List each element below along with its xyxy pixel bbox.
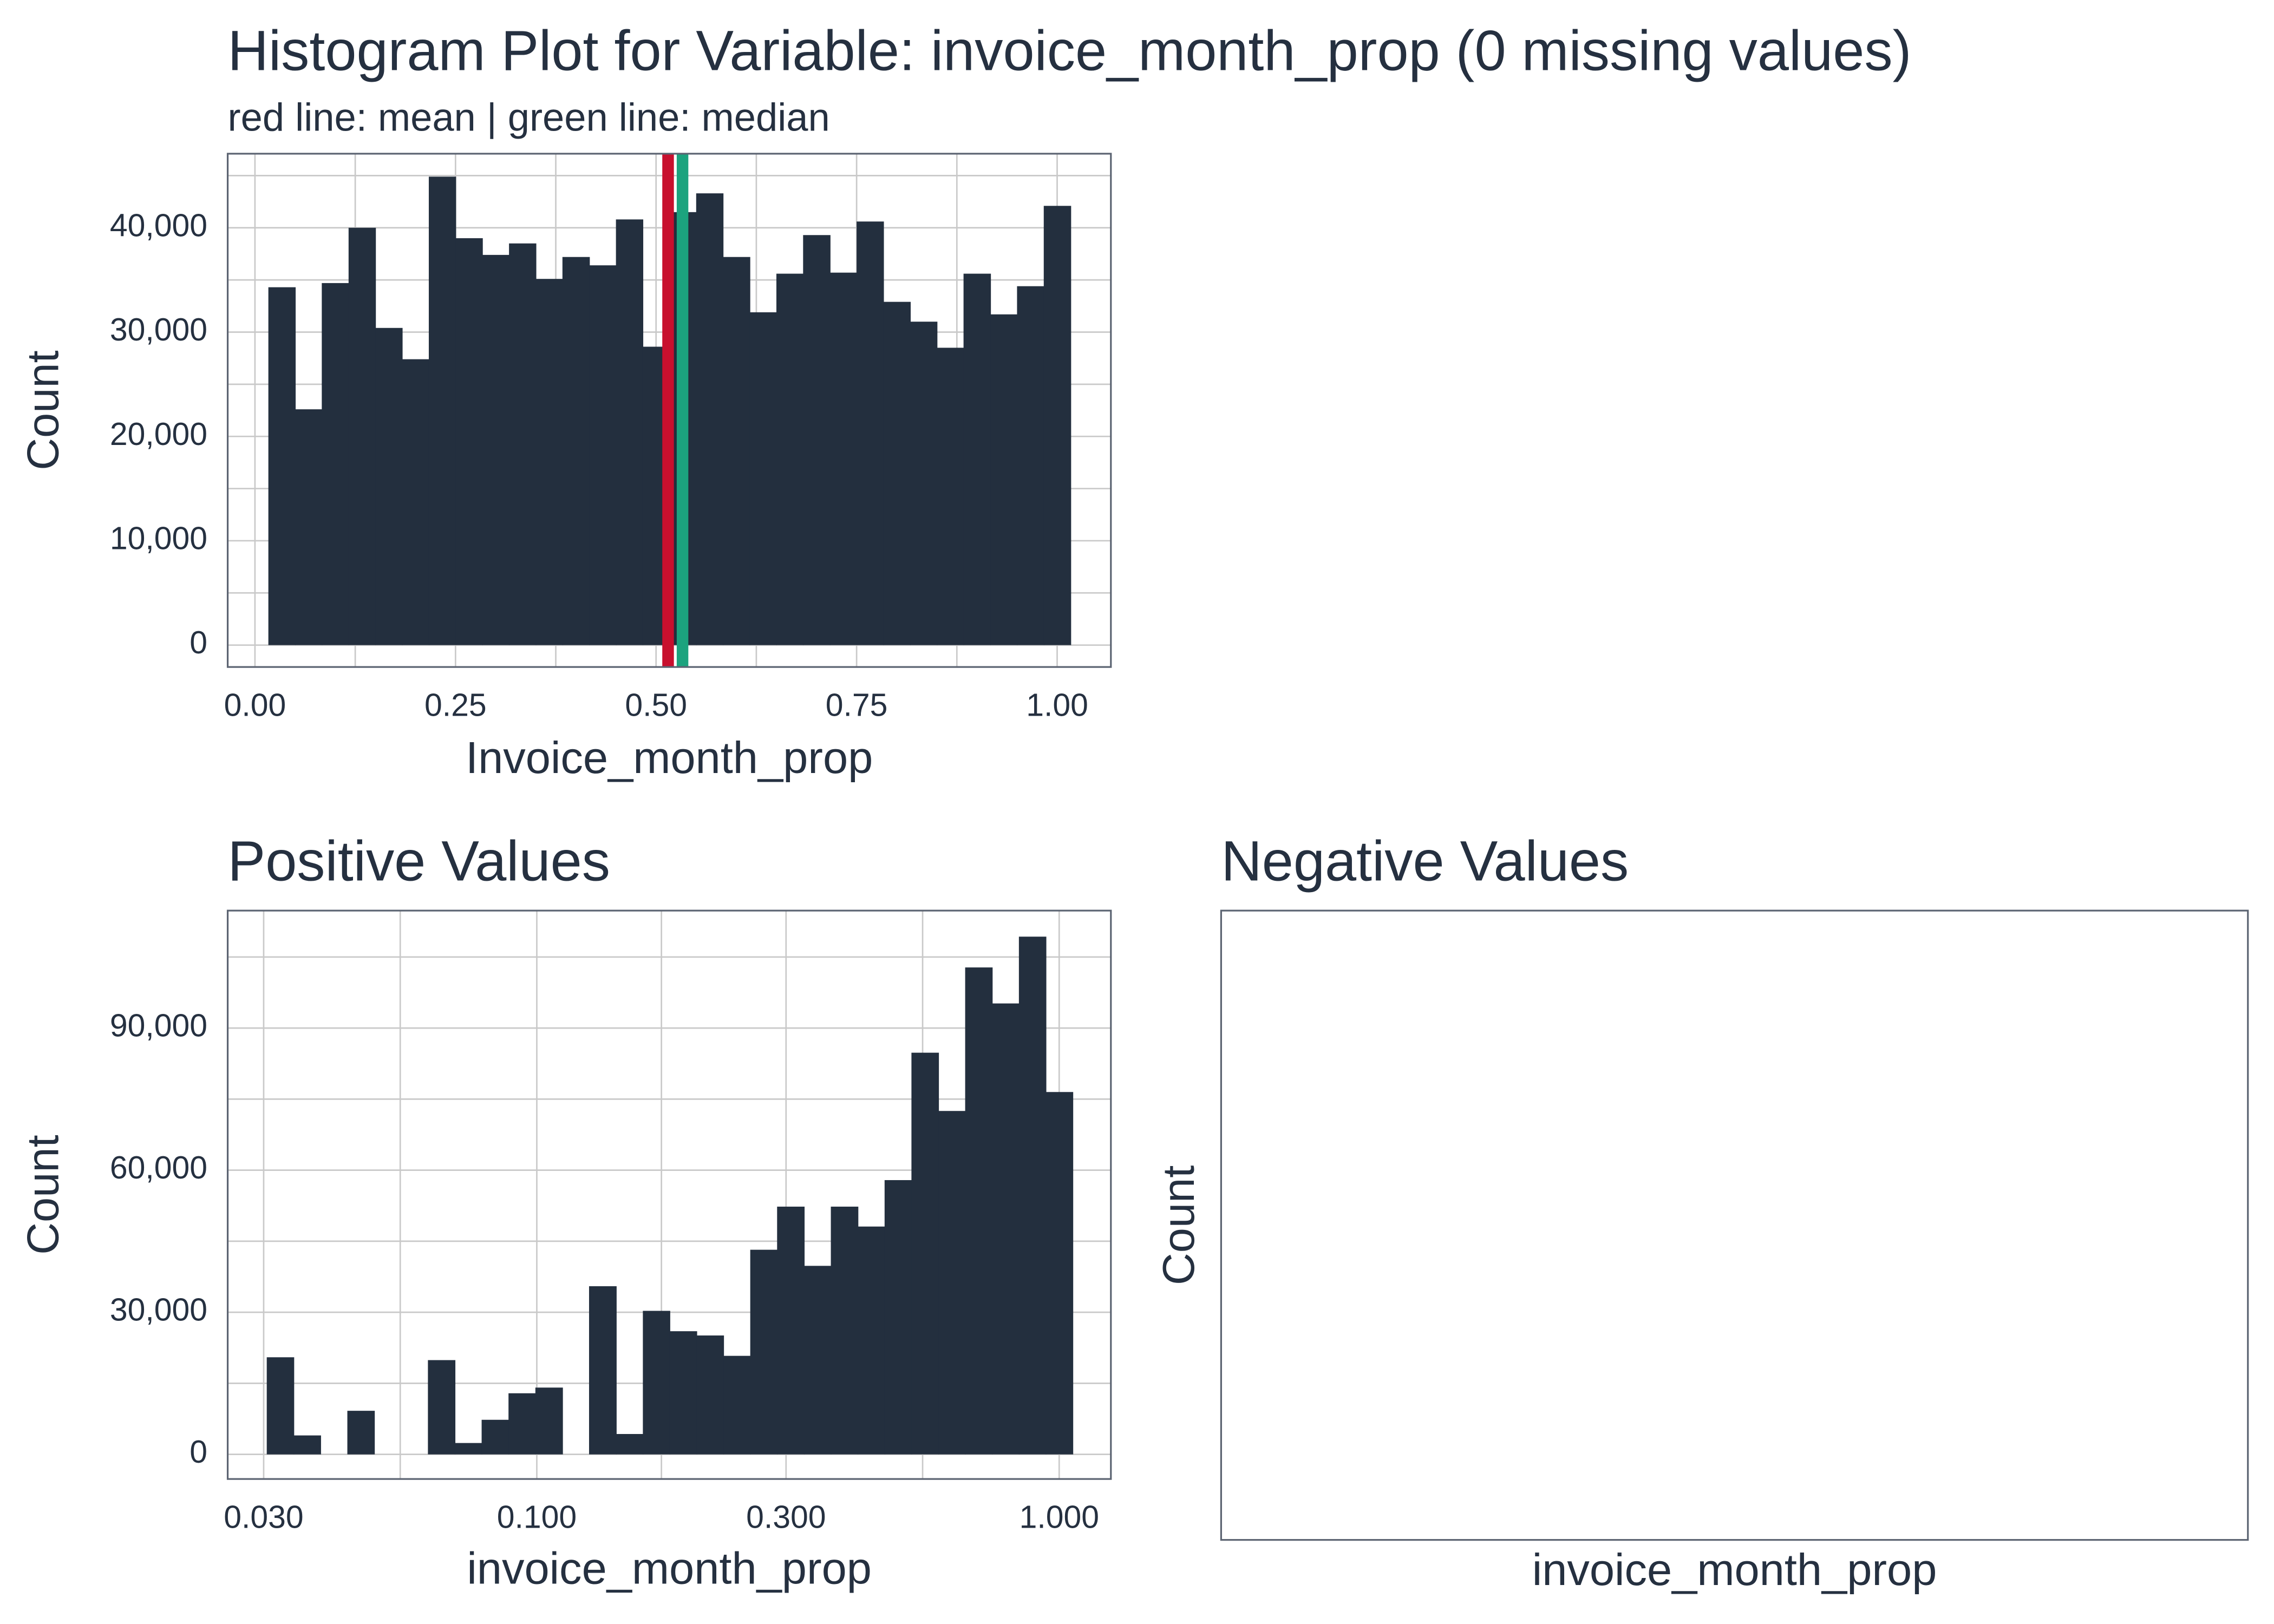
bar xyxy=(884,1180,912,1455)
y-tick-label: 0 xyxy=(190,625,207,660)
y-tick-label: 30,000 xyxy=(110,1293,207,1328)
x-axis-title: invoice_month_prop xyxy=(467,1543,872,1594)
y-tick-label: 60,000 xyxy=(110,1150,207,1186)
bar xyxy=(348,227,376,645)
bar xyxy=(749,312,777,645)
y-tick-label: 90,000 xyxy=(110,1009,207,1044)
bar xyxy=(937,348,964,645)
bar xyxy=(883,302,911,645)
bar xyxy=(669,1331,697,1455)
bar xyxy=(508,1393,536,1455)
bar xyxy=(723,1355,751,1455)
x-tick-label: 0.100 xyxy=(497,1500,577,1535)
bar xyxy=(509,243,537,645)
bar xyxy=(454,1443,482,1455)
bar xyxy=(535,279,563,645)
bar xyxy=(776,273,804,645)
panel-frame xyxy=(226,153,1112,668)
bar xyxy=(589,265,617,645)
bar xyxy=(803,235,831,645)
bar xyxy=(535,1387,563,1455)
panel-title: Negative Values xyxy=(1221,830,1629,893)
bar xyxy=(268,287,296,645)
subtitle: red line: mean | green line: median xyxy=(228,96,830,139)
bar xyxy=(965,967,993,1455)
x-tick-label: 0.00 xyxy=(224,688,286,723)
panel-title: Histogram Plot for Variable: invoice_mon… xyxy=(228,19,1912,82)
panel-frame xyxy=(1220,909,2249,1541)
bar xyxy=(938,1111,966,1455)
bar xyxy=(481,1419,509,1455)
bar xyxy=(402,359,430,645)
y-axis-title: Count xyxy=(18,350,68,470)
bar xyxy=(562,257,590,645)
bar xyxy=(1043,206,1071,645)
x-tick-label: 0.030 xyxy=(224,1500,303,1535)
x-axis-title: Invoice_month_prop xyxy=(466,732,873,783)
bar xyxy=(723,257,750,645)
x-tick-label: 1.00 xyxy=(1026,688,1088,723)
bar xyxy=(375,328,403,645)
bar xyxy=(643,1311,670,1455)
bar xyxy=(1018,937,1047,1455)
panel-frame xyxy=(226,909,1112,1480)
bar xyxy=(1045,1092,1074,1455)
panel-title: Positive Values xyxy=(228,830,610,893)
y-tick-label: 20,000 xyxy=(110,417,207,452)
bar xyxy=(347,1411,375,1455)
bar xyxy=(293,1435,321,1455)
bar xyxy=(266,1357,295,1455)
bar xyxy=(322,283,349,645)
bar xyxy=(1017,286,1044,645)
bar xyxy=(696,1335,724,1455)
y-axis-title: Count xyxy=(1153,1165,1204,1286)
bar xyxy=(858,1226,885,1455)
bar xyxy=(455,238,483,645)
y-tick-label: 30,000 xyxy=(110,312,207,348)
bar xyxy=(990,314,1018,645)
bar xyxy=(589,1286,617,1455)
x-tick-label: 0.75 xyxy=(826,688,888,723)
bar xyxy=(428,176,456,645)
bar xyxy=(428,1360,456,1455)
bar xyxy=(616,219,644,645)
x-axis-title: invoice_month_prop xyxy=(1532,1544,1937,1595)
bar xyxy=(831,1207,859,1455)
bar xyxy=(829,272,858,645)
y-axis-title: Count xyxy=(18,1135,68,1255)
x-tick-label: 0.300 xyxy=(746,1500,826,1535)
bar xyxy=(963,273,991,645)
bar xyxy=(295,409,323,645)
bar xyxy=(482,254,510,645)
bar xyxy=(992,1003,1020,1455)
y-tick-label: 40,000 xyxy=(110,208,207,243)
bar xyxy=(803,1266,832,1455)
y-tick-label: 0 xyxy=(190,1435,207,1470)
bar xyxy=(857,221,884,645)
y-tick-label: 10,000 xyxy=(110,521,207,556)
bar xyxy=(750,1249,778,1455)
bar xyxy=(616,1434,644,1455)
bar xyxy=(910,322,938,645)
bar xyxy=(777,1207,805,1455)
bar xyxy=(911,1052,939,1455)
x-tick-label: 0.50 xyxy=(625,688,687,723)
bar xyxy=(696,193,724,645)
x-tick-label: 0.25 xyxy=(424,688,487,723)
x-tick-label: 1.000 xyxy=(1020,1500,1099,1535)
